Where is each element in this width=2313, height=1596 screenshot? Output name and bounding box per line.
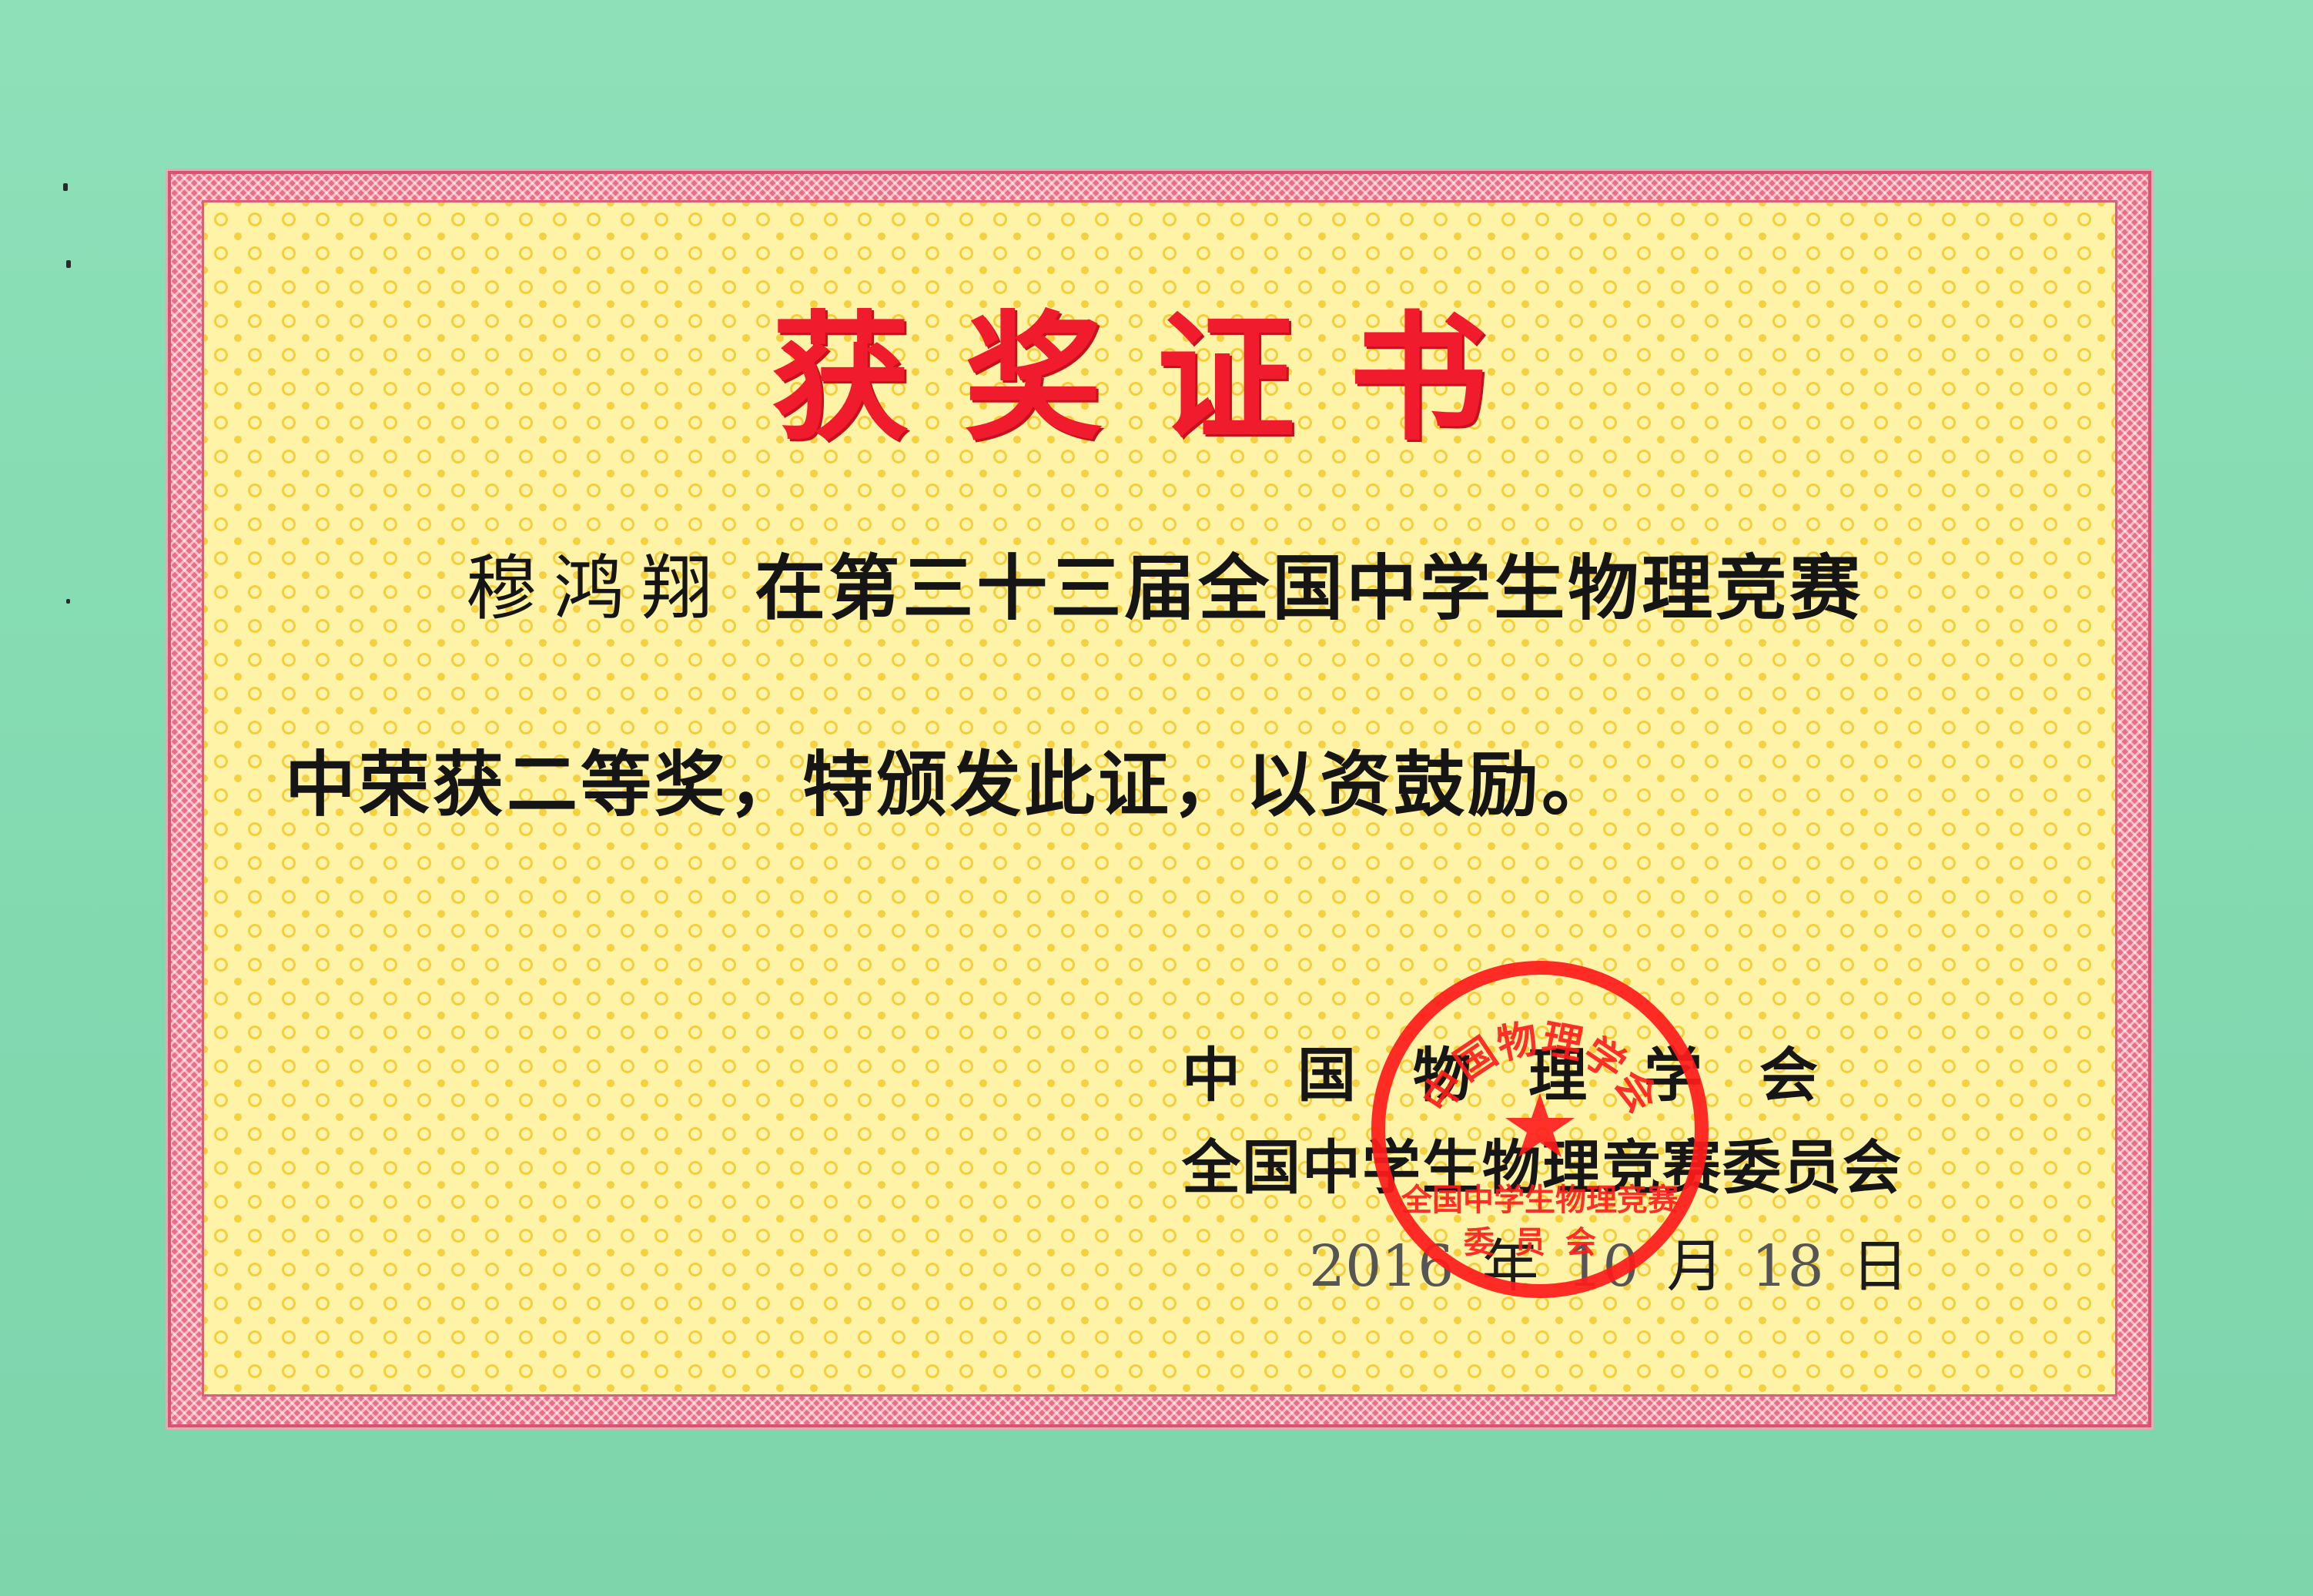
seal-bottom-text-2: 委员会 <box>1464 1225 1616 1260</box>
issuer-committee: 全国中学生物理竞赛委员会 <box>1182 1133 1903 1202</box>
date-month-unit: 月 <box>1666 1233 1724 1300</box>
seal-graphic: 中国物理学会 全国中学生物理竞赛 委员会 <box>1371 961 1709 1298</box>
certificate-panel <box>202 200 2117 1397</box>
scan-speck <box>66 599 70 604</box>
date-day: 18 <box>1751 1233 1824 1300</box>
certificate-title: 获奖证书 <box>771 299 1541 460</box>
scan-speck <box>66 260 71 268</box>
official-seal: 中国物理学会 全国中学生物理竞赛 委员会 <box>1367 956 1713 1303</box>
issuer-society: 中国物理学会 <box>1182 1041 1875 1109</box>
seal-bottom-text-1: 全国中学生物理竞赛 <box>1401 1183 1679 1218</box>
body-line-2: 中荣获二等奖，特颁发此证，以资鼓励。 <box>285 743 1616 826</box>
body-text-1: 在第三十三届全国中学生物理竞赛 <box>755 547 1864 630</box>
star-icon <box>1505 1093 1575 1157</box>
recipient-name: 穆鸿翔 <box>466 547 730 630</box>
scan-speck <box>63 183 68 191</box>
body-line-1: 穆鸿翔 在第三十三届全国中学生物理竞赛 <box>466 531 1863 634</box>
date-day-unit: 日 <box>1851 1233 1909 1300</box>
